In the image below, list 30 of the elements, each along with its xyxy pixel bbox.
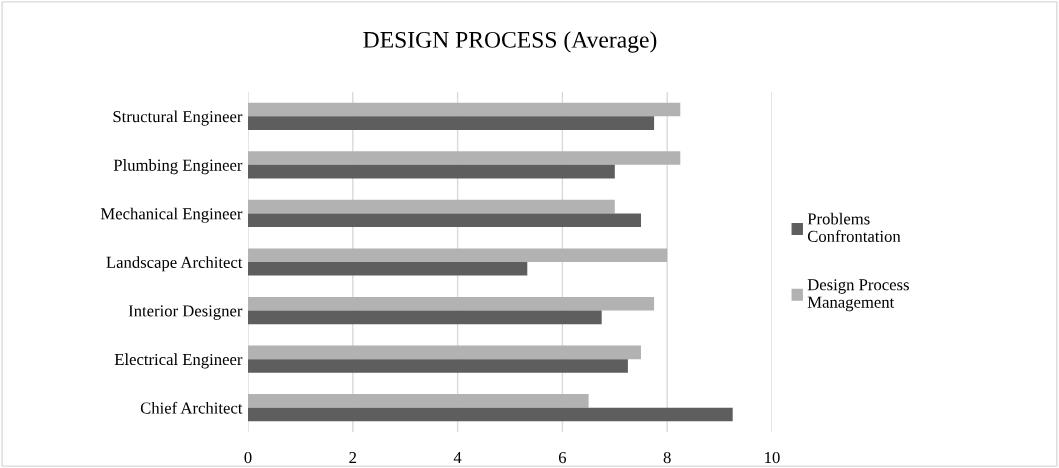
bar <box>248 164 615 179</box>
y-tick-label: Interior Designer <box>128 305 243 320</box>
x-tick-label: 10 <box>765 451 780 464</box>
bar <box>248 116 655 130</box>
y-tick-label: Chief Architect <box>140 401 243 414</box>
bar <box>248 296 655 311</box>
legend-label: Design Process Management <box>807 279 909 312</box>
bar <box>248 310 602 325</box>
chart-title: DESIGN PROCESS (Average) <box>363 31 657 53</box>
y-tick-label: Mechanical Engineer <box>100 207 243 223</box>
bar <box>248 394 589 408</box>
bar <box>248 248 668 262</box>
x-tick-label: 8 <box>663 451 671 464</box>
x-tick-label: 0 <box>244 451 252 464</box>
x-tick-label: 4 <box>453 452 462 464</box>
bar <box>248 213 641 228</box>
x-tick-label: 2 <box>349 451 357 464</box>
y-tick-label: Plumbing Engineer <box>113 159 243 175</box>
bar <box>248 407 733 422</box>
bar <box>248 199 615 214</box>
y-tick-label: Electrical Engineer <box>114 353 243 369</box>
bar <box>248 102 681 117</box>
y-tick-label: Landscape Architect <box>106 256 243 272</box>
bar <box>248 151 681 165</box>
x-tick-label: 6 <box>558 451 567 464</box>
bar <box>248 262 528 276</box>
bar <box>248 345 641 360</box>
y-tick-label: Structural Engineer <box>113 110 243 126</box>
legend-label: Problems Confrontation <box>807 212 901 242</box>
bar <box>248 359 628 373</box>
